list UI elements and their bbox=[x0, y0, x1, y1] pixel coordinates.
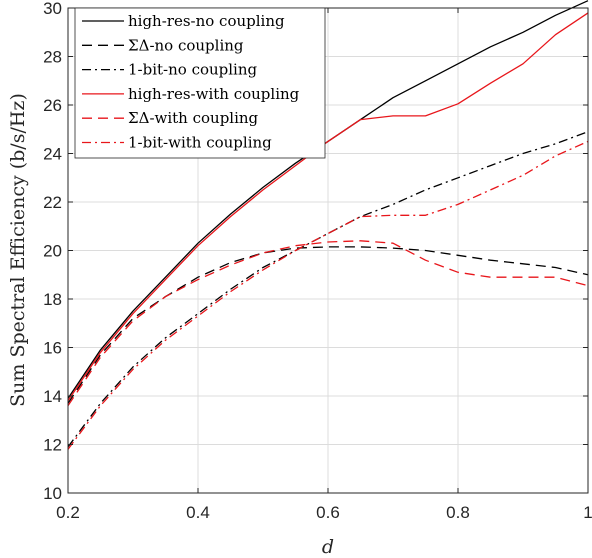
x-tick-label: 1 bbox=[583, 503, 592, 522]
x-tick-label: 0.8 bbox=[446, 503, 470, 522]
y-tick-label: 18 bbox=[43, 290, 62, 309]
series-line-5 bbox=[67, 240, 589, 407]
y-tick-label: 12 bbox=[43, 436, 62, 455]
axis-ticks bbox=[67, 7, 589, 494]
legend-label: 1-bit-with coupling bbox=[128, 134, 272, 152]
legend-box bbox=[74, 7, 326, 159]
x-axis-title: d bbox=[322, 536, 334, 558]
series-line-4 bbox=[67, 12, 589, 402]
x-tick-label: 0.2 bbox=[56, 503, 80, 522]
x-tick-label: 0.6 bbox=[316, 503, 340, 522]
legend-label: 1-bit-no coupling bbox=[128, 61, 258, 79]
y-tick-label: 26 bbox=[43, 96, 62, 115]
legend-label: ΣΔ-no coupling bbox=[128, 36, 244, 54]
y-axis-title: Sum Spectral Efficiency (b/s/Hz) bbox=[7, 93, 29, 407]
y-tick-label: 20 bbox=[43, 242, 62, 261]
legend: high-res-no coupling ΣΔ-no coupling 1-bit-… bbox=[74, 7, 326, 159]
y-tick-label: 22 bbox=[43, 193, 62, 212]
y-tick-label: 14 bbox=[43, 387, 62, 406]
y-tick-label: 16 bbox=[43, 339, 62, 358]
y-tick-label: 10 bbox=[43, 484, 62, 503]
y-tick-label: 30 bbox=[43, 0, 62, 18]
series-layer bbox=[67, 0, 589, 450]
legend-label: ΣΔ-with coupling bbox=[128, 109, 259, 127]
legend-label: high-res-no coupling bbox=[128, 12, 285, 30]
axis-tick-labels: 0.2 0.4 0.6 0.8 1 10 12 14 16 18 20 22 24 26 28 30 bbox=[43, 0, 592, 522]
y-tick-label: 24 bbox=[43, 145, 62, 164]
x-tick-label: 0.4 bbox=[186, 503, 210, 522]
legend-label: high-res-with coupling bbox=[128, 85, 300, 103]
y-tick-label: 28 bbox=[43, 48, 62, 67]
grid-lines bbox=[67, 7, 589, 494]
